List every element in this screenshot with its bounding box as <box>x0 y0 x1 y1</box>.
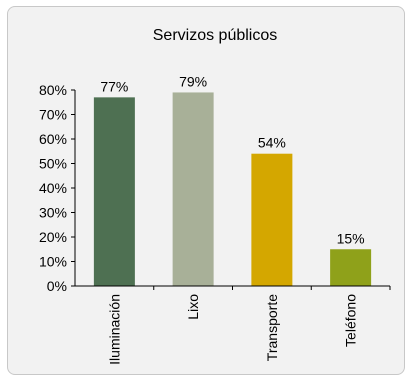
chart-title: Servizos públicos <box>153 27 278 44</box>
bar <box>172 92 214 286</box>
category-label: Iluminación <box>106 294 122 365</box>
y-tick-label: 80% <box>39 82 67 98</box>
x-axis: Iluminación Lixo Transporte Teléfono <box>75 285 391 365</box>
bars: 77% 79% 54% 15% <box>93 73 372 286</box>
y-tick-label: 50% <box>39 156 67 172</box>
y-tick-label: 10% <box>39 254 67 270</box>
bar <box>330 249 372 286</box>
category-label: Lixo <box>185 294 201 320</box>
data-label: 77% <box>100 78 128 94</box>
y-tick-label: 0% <box>47 278 67 294</box>
y-tick-label: 20% <box>39 229 67 245</box>
data-label: 54% <box>258 135 286 151</box>
y-tick-label: 60% <box>39 131 67 147</box>
y-tick-label: 70% <box>39 107 67 123</box>
category-label: Teléfono <box>343 294 359 347</box>
category-label: Transporte <box>264 294 280 361</box>
data-label: 15% <box>337 230 365 246</box>
bar <box>251 153 293 286</box>
y-tick-label: 30% <box>39 205 67 221</box>
y-tick-label: 40% <box>39 180 67 196</box>
y-axis: 0% 10% 20% 30% 40% 50% 60% 70% 80% <box>39 82 76 294</box>
data-label: 79% <box>179 73 207 89</box>
bar <box>93 97 135 286</box>
